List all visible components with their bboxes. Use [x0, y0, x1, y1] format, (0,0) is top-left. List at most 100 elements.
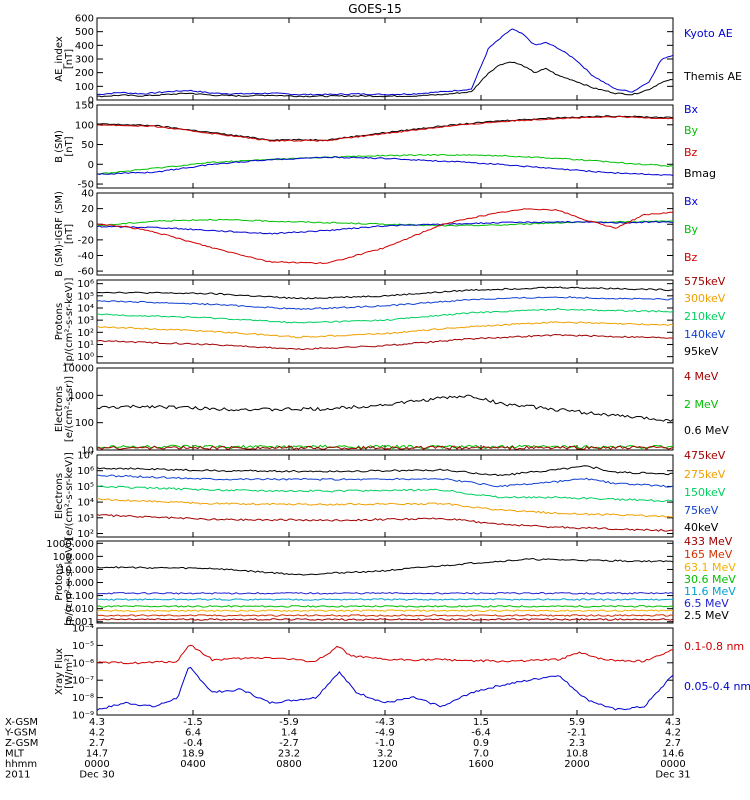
y-tick-label: 100	[75, 82, 94, 93]
ephemeris-value: -5.9	[279, 717, 299, 728]
ephemeris-value: 0.9	[473, 738, 489, 749]
ephemeris-value: -1.0	[375, 738, 395, 749]
legend-entry: 11.6 MeV	[684, 585, 736, 598]
ephemeris-value: 4.2	[665, 728, 681, 739]
y-tick-label: 500	[75, 27, 94, 38]
legend-entry: 433 MeV	[684, 535, 733, 548]
series-line-0-05-0-4-nm	[97, 666, 673, 711]
legend-entry: 4 MeV	[684, 370, 719, 383]
legend-entry: 300keV	[684, 292, 726, 305]
y-tick-label: 0	[88, 220, 94, 231]
legend-entry: By	[684, 223, 699, 236]
series-line-75kev	[97, 474, 673, 488]
legend-entry: 140keV	[684, 328, 726, 341]
panel-bigrf: -60 -40 -20 0 20 40 B (SM)-IGRF (SM) [nT] Bx By Bz	[54, 189, 699, 278]
legend-entry: 0.05-0.4 nm	[684, 680, 750, 693]
legend-entry: 95keV	[684, 345, 719, 358]
legend-entry: 63.1 MeV	[684, 561, 736, 574]
panel-electrons_kev: 10² 10³ 10⁴ 10⁵ 10⁶ 10⁷ Electrons [e/(cm²-s-sr-…	[54, 449, 726, 540]
ephemeris-row-label: hhmm	[5, 759, 37, 770]
y-tick-label: 10³	[77, 513, 94, 524]
series-line-bz	[97, 115, 673, 142]
y-tick-label: -50	[78, 180, 94, 191]
y-tick-label: 10	[81, 446, 94, 457]
panel-frame	[96, 17, 674, 101]
ephemeris-value: 1.4	[281, 728, 297, 739]
ephemeris-value: 1200	[372, 759, 397, 770]
legend-entry: 575keV	[684, 275, 726, 288]
ephemeris-value: 0400	[180, 759, 205, 770]
series-line-475kev	[97, 514, 673, 532]
ephemeris-row-label: X-GSM	[5, 717, 38, 728]
y-tick-label: 10⁻⁶	[72, 658, 94, 669]
panel-frame	[96, 367, 674, 451]
ephemeris-value: 23.2	[278, 749, 300, 760]
panel-xray: 10⁻⁹ 10⁻⁸ 10⁻⁷ 10⁻⁶ 10⁻⁵ 10⁻⁴ Xray Flux [W/m²] 0…	[54, 624, 750, 722]
legend-entry: 30.6 MeV	[684, 573, 736, 586]
legend-entry: 40keV	[684, 521, 719, 534]
ephemeris-value: 0800	[276, 759, 301, 770]
panel-frame	[96, 192, 674, 276]
y-tick-label: 10⁻⁴	[72, 624, 94, 635]
series-line-bz	[97, 208, 673, 265]
y-tick-label: 600	[75, 14, 94, 25]
ephemeris-value: -1.5	[183, 717, 203, 728]
ephemeris-value: 0000	[660, 759, 685, 770]
y-tick-label: 400	[75, 41, 94, 52]
y-axis-label: Xray Flux	[54, 648, 65, 695]
legend-entry: 275keV	[684, 468, 726, 481]
legend-entry: Bz	[684, 146, 698, 159]
panel-bsm: -50 0 50 100 150 B (SM) [nT] Bx By Bz Bmag	[54, 101, 716, 191]
legend-entry: 6.5 MeV	[684, 597, 729, 610]
series-line-bmag	[97, 115, 673, 141]
series-line-140kev	[97, 296, 673, 311]
series-line-30-6-mev	[97, 605, 673, 608]
legend-entry: 165 MeV	[684, 548, 733, 561]
ephemeris-value: 18.9	[182, 749, 204, 760]
series-line-575kev	[97, 333, 673, 351]
ephemeris-value: 14.7	[86, 749, 108, 760]
series-line-0-6-mev	[97, 394, 673, 422]
series-line-165-mev	[97, 614, 673, 617]
y-tick-label: 10⁴	[77, 303, 94, 314]
legend-entry: 2 MeV	[684, 398, 719, 411]
ephemeris-row-label: 2011	[5, 770, 30, 781]
y-tick-label: 10⁻⁹	[72, 711, 94, 722]
y-tick-label: 0.100	[65, 591, 94, 602]
y-tick-label: 0	[88, 160, 94, 171]
y-tick-label: 1.000	[65, 578, 94, 589]
y-tick-label: 100	[75, 418, 94, 429]
panel-frame	[96, 627, 674, 716]
legend-entry: By	[684, 124, 699, 137]
legend-entry: Themis AE	[683, 70, 742, 83]
ephemeris-value: 14.6	[662, 749, 684, 760]
ephemeris-value: 0000	[84, 759, 109, 770]
y-tick-label: 150	[75, 101, 94, 112]
legend-entry: Bx	[684, 103, 699, 116]
series-line-by	[97, 153, 673, 175]
y-tick-label: -60	[78, 267, 94, 278]
ephemeris-value: -6.4	[471, 728, 491, 739]
y-tick-label: 100	[75, 120, 94, 131]
ephemeris-value: 1.5	[473, 717, 489, 728]
y-tick-label: 10¹	[77, 340, 94, 351]
series-line-275kev	[97, 498, 673, 518]
series-line-0-1-0-8-nm	[97, 644, 673, 665]
ephemeris-value: -4.3	[375, 717, 395, 728]
ephemeris-value: 2.3	[569, 738, 585, 749]
ephemeris-row-label: Y-GSM	[4, 728, 37, 739]
ephemeris-value: 2.7	[89, 738, 105, 749]
ephemeris-value: 10.8	[566, 749, 588, 760]
series-line-300kev	[97, 321, 673, 339]
y-tick-label: 10⁵	[77, 482, 94, 493]
series-line-bx	[97, 220, 673, 235]
ephemeris-value: 1600	[468, 759, 493, 770]
y-axis-label: Electrons	[54, 473, 65, 519]
legend-entry: 475keV	[684, 449, 726, 462]
y-tick-label: 100.000	[53, 552, 94, 563]
ephemeris-value: 6.4	[185, 728, 201, 739]
y-tick-label: 10⁷	[77, 451, 94, 462]
series-line-4-mev	[97, 445, 673, 450]
y-axis-label: B (SM)	[54, 130, 65, 163]
